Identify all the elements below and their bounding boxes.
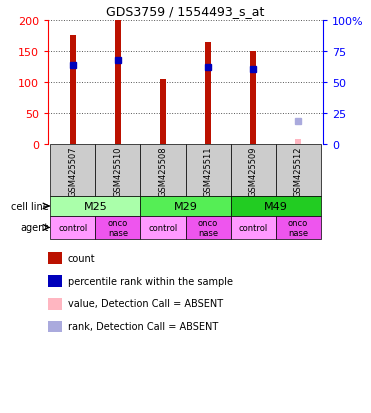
Bar	[141, 145, 186, 197]
Bar	[70, 36, 76, 145]
Text: value, Detection Call = ABSENT: value, Detection Call = ABSENT	[68, 299, 223, 309]
Bar	[230, 216, 276, 240]
Text: control: control	[239, 223, 267, 233]
Text: GSM425507: GSM425507	[69, 146, 78, 196]
Text: M49: M49	[263, 202, 288, 211]
Text: onco
nase: onco nase	[198, 218, 218, 237]
Bar	[295, 140, 301, 145]
Bar	[95, 216, 141, 240]
Bar	[205, 43, 211, 145]
Text: onco
nase: onco nase	[108, 218, 128, 237]
Bar	[276, 145, 321, 197]
Bar	[115, 21, 121, 145]
Bar	[250, 52, 256, 145]
Text: GSM425510: GSM425510	[114, 146, 122, 196]
Text: GSM425509: GSM425509	[249, 146, 257, 196]
Bar	[50, 216, 95, 240]
Text: GSM425511: GSM425511	[204, 146, 213, 196]
Text: count: count	[68, 253, 95, 263]
Text: percentile rank within the sample: percentile rank within the sample	[68, 276, 233, 286]
Bar	[50, 145, 95, 197]
Bar	[141, 216, 186, 240]
Bar	[50, 197, 141, 216]
Bar	[95, 145, 141, 197]
Bar	[230, 197, 321, 216]
Text: control: control	[148, 223, 178, 233]
Bar	[186, 145, 230, 197]
Text: control: control	[58, 223, 88, 233]
Bar	[160, 80, 166, 145]
Text: rank, Detection Call = ABSENT: rank, Detection Call = ABSENT	[68, 321, 218, 331]
Bar	[230, 145, 276, 197]
Bar	[276, 216, 321, 240]
Text: cell line: cell line	[11, 202, 49, 211]
Text: M29: M29	[174, 202, 197, 211]
Title: GDS3759 / 1554493_s_at: GDS3759 / 1554493_s_at	[106, 5, 265, 18]
Bar	[141, 197, 230, 216]
Text: GSM425512: GSM425512	[293, 146, 302, 196]
Text: agent: agent	[20, 223, 49, 233]
Text: M25: M25	[83, 202, 107, 211]
Bar	[186, 216, 230, 240]
Text: GSM425508: GSM425508	[158, 146, 167, 196]
Text: onco
nase: onco nase	[288, 218, 308, 237]
